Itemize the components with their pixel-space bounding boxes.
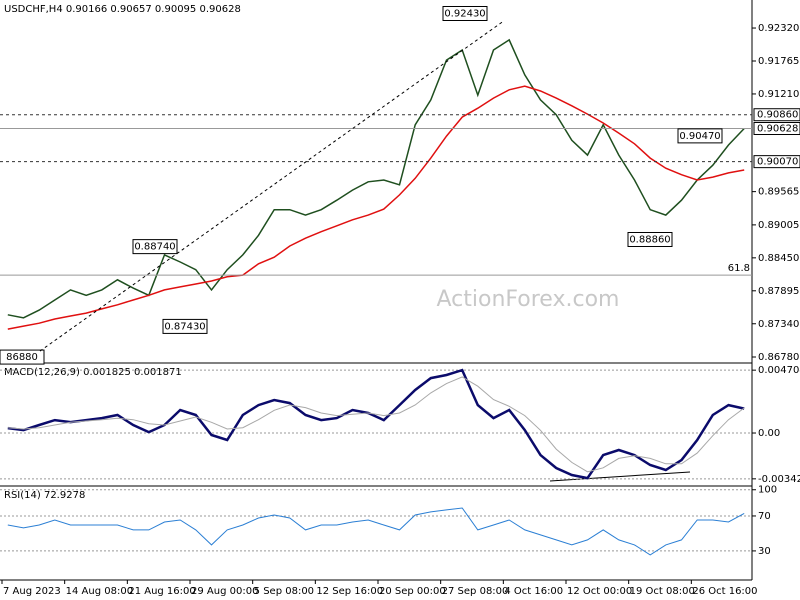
annotation-label: 0.90470 [679,131,720,142]
panel-title: RSI(14) 72.9278 [4,490,85,501]
y-tick-label: 0.004704 [758,365,800,376]
level-label: 0.90860 [757,110,798,121]
series-line [7,38,745,319]
y-tick-label: 0.89005 [758,220,799,231]
watermark: ActionForex.com [437,287,620,312]
y-tick-label: 30 [758,546,771,557]
series-line [7,85,745,330]
annotation-label: 0.87430 [164,321,205,332]
annotation-box [442,5,488,21]
x-tick-label: 4 Oct 16:00 [504,586,563,597]
annotation-label: 0.92430 [444,8,485,19]
annotation-box [677,128,723,144]
annotation-label: 0.88740 [134,242,175,253]
divergence-line [549,471,691,482]
annotation-label: 0.88860 [629,234,670,245]
x-tick-label: 20 Sep 00:00 [379,586,446,597]
series-line [7,376,745,473]
y-tick-label: 100 [758,485,777,496]
y-tick-label: 0.91765 [758,56,799,67]
level-label: 0.90628 [757,124,798,135]
y-tick-label: 0.87895 [758,286,799,297]
annotation-label: 86880 [6,352,38,363]
trend-line [39,21,504,352]
y-tick-label: 0.88450 [758,253,799,264]
x-tick-label: 21 Aug 16:00 [128,586,195,597]
series-line [7,368,745,480]
level-label: 0.90070 [757,157,798,168]
x-tick-label: 19 Oct 08:00 [630,586,695,597]
annotation-box [0,349,45,365]
x-tick-label: 29 Aug 00:00 [191,586,258,597]
y-tick-label: 70 [758,511,771,522]
series-line [7,507,745,556]
y-tick-label: 0.89565 [758,187,799,198]
level-label-box [753,122,800,136]
y-tick-label: -0.003429 [758,474,800,485]
x-tick-label: 7 Aug 2023 [3,586,61,597]
level-label-box [753,155,800,169]
annotation-box [132,239,178,255]
y-tick-label: 0.87340 [758,319,799,330]
annotation-box [627,231,673,247]
x-tick-label: 5 Sep 08:00 [254,586,314,597]
x-tick-label: 27 Sep 08:00 [442,586,509,597]
y-tick-label: 0.91210 [758,89,799,100]
x-tick-label: 12 Oct 00:00 [567,586,632,597]
y-tick-label: 0.86780 [758,352,799,363]
y-tick-label: 0.00 [758,428,780,439]
x-tick-label: 26 Oct 16:00 [692,586,757,597]
x-tick-label: 12 Sep 16:00 [316,586,383,597]
y-tick-label: 0.92320 [758,23,799,34]
annotation-box [162,318,208,334]
panel-title: MACD(12,26,9) 0.001825 0.001871 [4,367,182,378]
chart-title: USDCHF,H4 0.90166 0.90657 0.90095 0.9062… [4,4,241,15]
level-label: 61.8 [728,263,750,274]
x-tick-label: 14 Aug 08:00 [66,586,133,597]
level-label-box [753,108,800,122]
